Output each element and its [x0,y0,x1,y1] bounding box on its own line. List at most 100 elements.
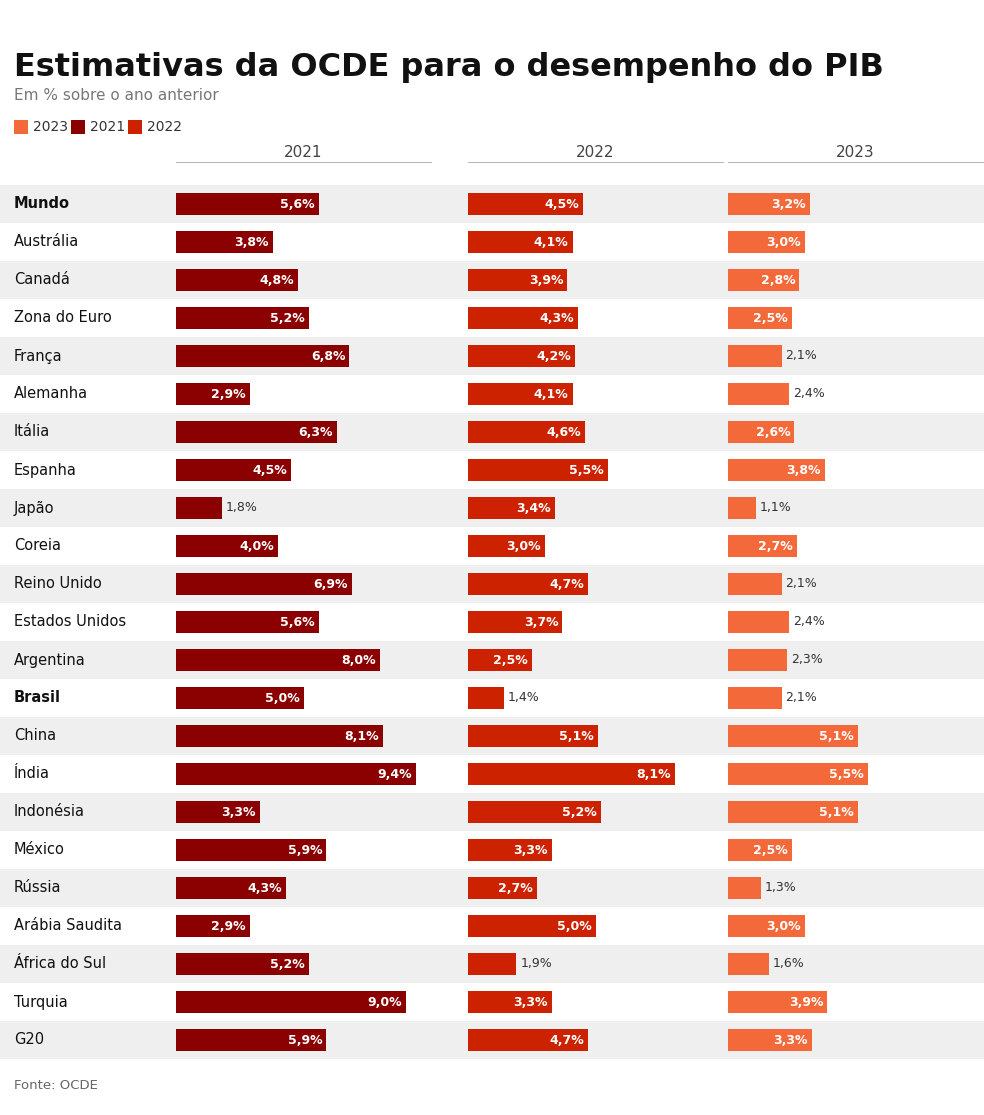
Text: 3,9%: 3,9% [789,996,824,1008]
Bar [0,946,984,983]
Text: 2,4%: 2,4% [793,615,825,629]
Text: 3,9%: 3,9% [529,273,564,287]
Bar [176,307,309,329]
Text: Canadá: Canadá [14,272,70,288]
Text: 4,3%: 4,3% [247,882,281,894]
Bar [728,991,828,1014]
Text: 3,3%: 3,3% [514,996,548,1008]
Text: 2,3%: 2,3% [791,653,823,667]
Text: 3,0%: 3,0% [766,235,801,249]
Text: 5,1%: 5,1% [820,729,854,743]
Text: 6,9%: 6,9% [314,578,348,591]
Bar [468,535,544,558]
Text: África do Sul: África do Sul [14,957,106,971]
Text: 4,1%: 4,1% [533,388,569,400]
Text: 2,5%: 2,5% [753,311,788,324]
Bar [468,382,573,405]
Bar [728,421,794,443]
Bar [468,991,552,1014]
Text: Brasil: Brasil [14,690,61,706]
Text: Argentina: Argentina [14,652,86,668]
Bar [176,953,309,975]
Text: 2,7%: 2,7% [758,540,793,553]
Bar [468,878,537,899]
Bar [71,120,85,134]
Text: 8,1%: 8,1% [636,767,670,780]
Text: 2023: 2023 [836,145,875,159]
Text: 2021: 2021 [284,145,323,159]
Text: G20: G20 [14,1032,44,1047]
Bar [468,497,555,518]
Text: 1,1%: 1,1% [760,502,792,514]
Text: 1,3%: 1,3% [766,882,797,894]
Bar [176,345,349,367]
Text: Em % sobre o ano anterior: Em % sobre o ano anterior [14,88,218,103]
Text: 2,1%: 2,1% [785,578,818,591]
Bar [728,838,792,861]
Text: 9,0%: 9,0% [367,996,401,1008]
Bar [468,307,578,329]
Text: Arábia Saudita: Arábia Saudita [14,919,122,933]
Bar [176,915,250,937]
Text: 2,8%: 2,8% [761,273,795,287]
Text: 1,6%: 1,6% [772,958,805,970]
Text: 5,0%: 5,0% [265,691,299,705]
Text: Turquia: Turquia [14,995,68,1009]
Bar [728,801,858,823]
Bar [728,878,762,899]
Bar [176,535,278,558]
Text: 3,7%: 3,7% [523,615,558,629]
Bar [728,535,797,558]
Text: 1,4%: 1,4% [508,691,539,705]
Text: 5,6%: 5,6% [280,615,315,629]
Text: 3,3%: 3,3% [221,805,256,818]
Bar [728,1029,812,1051]
Bar [468,231,573,253]
Bar [0,375,984,413]
Bar [176,382,250,405]
Text: 9,4%: 9,4% [377,767,411,780]
Text: 4,7%: 4,7% [549,1034,584,1047]
Bar [0,489,984,527]
Bar [176,801,260,823]
Text: Indonésia: Indonésia [14,805,85,820]
Text: 3,3%: 3,3% [514,844,548,856]
Text: Índia: Índia [14,766,50,782]
Bar [176,421,337,443]
Text: 8,0%: 8,0% [341,653,376,667]
Text: 5,6%: 5,6% [280,197,315,211]
Text: Itália: Itália [14,425,50,439]
Bar [176,763,415,785]
Bar [176,497,222,518]
Text: Estimativas da OCDE para o desempenho do PIB: Estimativas da OCDE para o desempenho do… [14,52,884,83]
Text: Rússia: Rússia [14,881,61,895]
Bar [468,953,517,975]
Bar [468,725,598,747]
Text: 1,8%: 1,8% [226,502,258,514]
Bar [728,345,781,367]
Text: 4,2%: 4,2% [536,349,571,362]
Text: 5,2%: 5,2% [270,311,305,324]
Bar [728,497,756,518]
Text: 5,0%: 5,0% [557,920,591,932]
Bar [0,603,984,641]
Bar [728,611,789,633]
Text: 1,9%: 1,9% [521,958,552,970]
Bar [176,573,352,595]
Bar [14,120,28,134]
Text: 5,5%: 5,5% [570,464,604,476]
Text: Estados Unidos: Estados Unidos [14,614,126,630]
Bar [0,717,984,755]
Bar [468,687,504,709]
Bar [176,878,285,899]
Bar [176,269,298,291]
Bar [728,382,789,405]
Text: China: China [14,728,56,744]
Text: 2022: 2022 [147,120,182,134]
Bar [176,725,383,747]
Bar [0,223,984,261]
Bar [176,611,319,633]
Bar [468,649,531,671]
Bar [728,459,825,481]
Text: 2022: 2022 [577,145,615,159]
